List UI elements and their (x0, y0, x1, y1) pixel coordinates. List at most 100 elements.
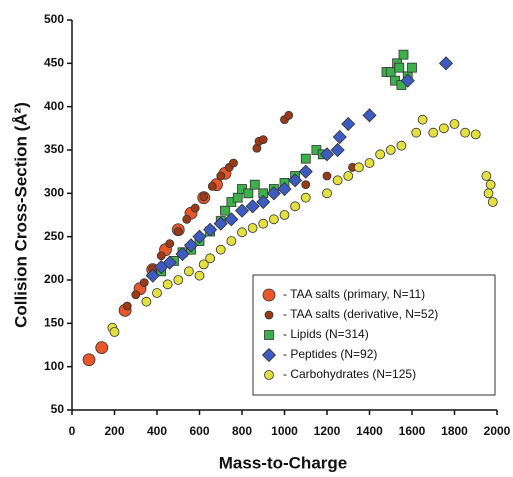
point (258, 135, 268, 145)
point (438, 56, 454, 71)
point (175, 246, 190, 262)
point (266, 186, 281, 201)
point (194, 270, 205, 281)
point (279, 210, 290, 220)
point (82, 353, 96, 367)
point (198, 259, 209, 270)
point (470, 129, 481, 140)
point (332, 175, 343, 186)
point (109, 327, 120, 337)
point (139, 278, 149, 288)
point (192, 229, 207, 244)
point (205, 253, 216, 264)
point (396, 140, 407, 151)
point (301, 180, 311, 190)
point (330, 142, 345, 158)
point (411, 127, 422, 138)
x-axis-title: Mass-to-Charge (219, 453, 347, 472)
point (300, 153, 311, 164)
point (364, 158, 375, 168)
point (258, 218, 269, 229)
x-tick-label: 1200 (314, 424, 341, 438)
point (460, 127, 471, 138)
point (449, 119, 460, 129)
point (232, 192, 243, 203)
point (173, 275, 184, 285)
legend-marker (262, 288, 276, 302)
point (487, 197, 498, 207)
point (213, 216, 228, 231)
legend-box (252, 274, 496, 396)
point (256, 194, 271, 210)
legend-label: - Peptides (N=92) (283, 347, 377, 361)
point (165, 239, 175, 249)
point (234, 203, 250, 218)
y-tick-label: 200 (44, 272, 64, 286)
point (332, 129, 347, 145)
y-tick-label: 150 (44, 316, 64, 330)
point (362, 108, 377, 123)
point (353, 162, 364, 173)
point (95, 341, 109, 355)
point (173, 227, 183, 236)
x-tick-label: 0 (69, 424, 76, 438)
x-tick-label: 600 (189, 424, 209, 438)
point (237, 227, 247, 238)
point (322, 188, 332, 199)
x-tick-label: 1400 (356, 424, 383, 438)
y-tick-label: 350 (44, 142, 64, 156)
point (375, 149, 386, 160)
point (343, 171, 354, 181)
x-tick-label: 2000 (484, 424, 511, 438)
y-tick-label: 50 (51, 402, 65, 416)
point (407, 62, 417, 73)
point (245, 199, 260, 214)
legend-marker (264, 310, 274, 320)
point (141, 296, 152, 307)
point (485, 179, 496, 190)
point (341, 116, 356, 132)
y-tick-label: 400 (44, 99, 64, 113)
point (162, 255, 177, 270)
point (394, 62, 405, 73)
point (268, 214, 279, 225)
y-axis-title: Collision Cross-Section (Å²) (11, 102, 30, 328)
y-tick-label: 250 (44, 229, 64, 243)
y-tick-label: 500 (44, 12, 64, 26)
legend-marker (261, 347, 277, 363)
legend-label: - Carbohydrates (N=125) (283, 367, 416, 381)
point (224, 212, 239, 227)
point (483, 188, 494, 199)
point (247, 223, 258, 233)
legend-label: - TAA salts (primary, N=11) (283, 287, 425, 301)
legend-marker (264, 330, 274, 340)
legend-label: - TAA salts (derivative, N=52) (283, 307, 438, 321)
point (190, 203, 200, 213)
point (400, 73, 415, 88)
legend-marker (264, 370, 274, 380)
point (243, 188, 254, 199)
point (220, 205, 230, 216)
point (216, 171, 226, 181)
point (438, 123, 449, 134)
x-tick-label: 800 (232, 424, 252, 438)
point (229, 158, 238, 168)
x-tick-label: 400 (147, 424, 167, 438)
point (385, 145, 396, 155)
point (152, 288, 162, 298)
y-tick-label: 450 (44, 56, 64, 70)
point (288, 173, 303, 188)
point (131, 290, 141, 300)
y-tick-label: 100 (44, 359, 64, 373)
point (428, 127, 439, 138)
point (322, 171, 332, 181)
x-tick-label: 1600 (399, 424, 426, 438)
point (385, 67, 396, 77)
point (145, 268, 160, 283)
point (398, 49, 409, 60)
point (203, 222, 218, 237)
x-tick-label: 1800 (441, 424, 468, 438)
x-tick-label: 200 (104, 424, 124, 438)
point (199, 192, 209, 202)
